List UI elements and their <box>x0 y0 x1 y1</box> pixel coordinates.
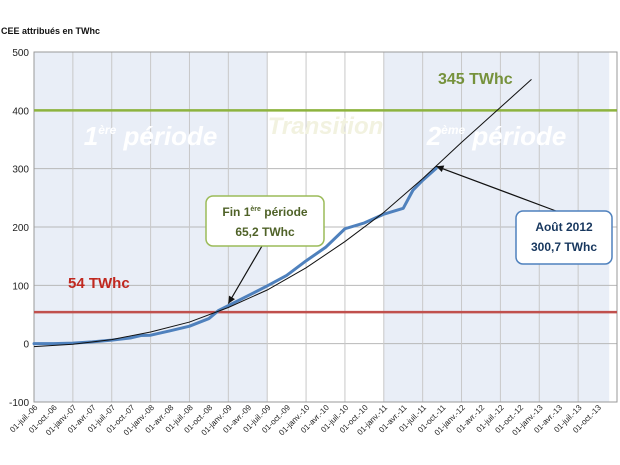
y-tick-label: 400 <box>12 106 29 117</box>
series-lines <box>32 79 532 348</box>
y-tick-label: 100 <box>12 281 29 292</box>
annotation-title-sup: ère <box>250 206 261 213</box>
annotation-box-0 <box>205 195 325 247</box>
annotation-arrow-0 <box>227 245 263 304</box>
trend-line <box>33 79 532 348</box>
annotation-arrow-1 <box>436 165 557 212</box>
period-label-rest: période <box>465 121 566 151</box>
y-tick-label: 500 <box>12 48 29 59</box>
annotation-arrowhead-0 <box>228 295 235 304</box>
annotation-value-1: 300,7 TWhc <box>531 240 597 254</box>
reference-label-1: 54 TWhc <box>68 275 130 292</box>
period-label-sup: ème <box>441 123 465 137</box>
annotation-box-1 <box>515 210 613 265</box>
period-label-sup: ère <box>98 123 116 137</box>
annotation-title-rest: période <box>261 205 308 219</box>
y-tick-label: 200 <box>12 223 29 234</box>
reference-lines: 345 TWhc 54 TWhc <box>34 71 617 314</box>
y-tick-label: 300 <box>12 165 29 176</box>
y-axis-label: CEE attribués en TWhc <box>1 26 100 36</box>
y-tick-label: 0 <box>23 340 29 351</box>
annotation-title-0: Fin 1ère période <box>222 205 308 219</box>
annotation-arrowhead-1 <box>436 165 445 173</box>
y-axis-ticks: -100 0 100 200 300 400 500 <box>9 48 29 409</box>
reference-label-0: 345 TWhc <box>438 71 513 88</box>
y-tick-label: -100 <box>9 398 29 409</box>
period-label-1: Transition <box>268 113 384 140</box>
annotation-value-0: 65,2 TWhc <box>235 225 295 239</box>
period-labels: 1ère période Transition 2ème période <box>84 113 567 151</box>
x-axis-ticks: 01-juil.-0601-oct.-0601-janv.-0701-avr.-… <box>8 403 603 438</box>
plot-border <box>33 51 618 403</box>
annotations: Fin 1ère période 65,2 TWhc Août 2012 300,7 … <box>205 165 613 304</box>
annotation-title-1: Août 2012 <box>535 220 593 234</box>
period-label-rest: période <box>116 121 217 151</box>
